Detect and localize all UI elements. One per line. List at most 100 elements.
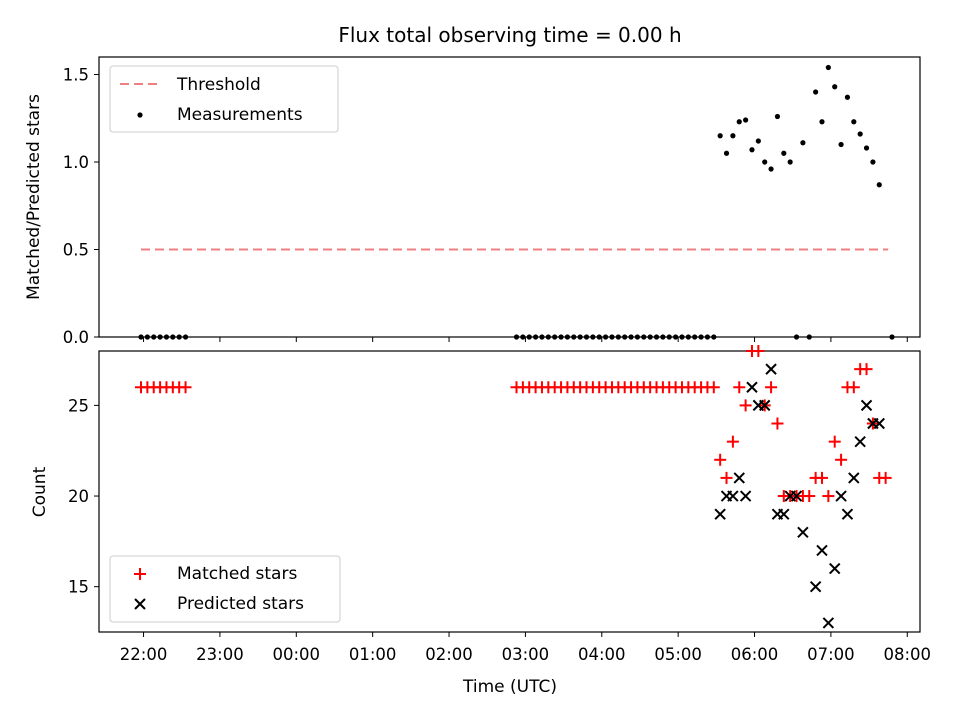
measurement-point [590, 334, 596, 340]
measurement-point [615, 334, 621, 340]
legend-threshold-label: Threshold [176, 75, 261, 95]
legend-measurements-label: Measurements [177, 105, 303, 125]
measurement-point [163, 334, 170, 340]
measurement-point [844, 94, 851, 100]
measurement-point [685, 334, 691, 340]
top-y-tick-label: 0.5 [63, 241, 89, 260]
predicted-star-point [829, 562, 841, 575]
predicted-star-point [778, 508, 790, 520]
measurement-point [755, 138, 761, 144]
matched-star-point [733, 381, 746, 394]
measurement-point [157, 334, 163, 340]
predicted-star-point [765, 363, 777, 375]
bottom-x-axis-label: Time (UTC) [462, 677, 557, 697]
matched-star-point [726, 435, 739, 448]
top-y-tick-label: 1.0 [63, 153, 89, 172]
matched-star-point [771, 417, 784, 430]
legend-matched-label: Matched stars [177, 564, 297, 584]
measurement-point [583, 334, 590, 340]
x-tick-label: 01:00 [349, 645, 397, 664]
figure-title: Flux total observing time = 0.00 h [338, 23, 681, 47]
top-y-tick-label: 0.0 [63, 328, 89, 347]
matched-star-point [765, 381, 778, 394]
measurement-point [825, 64, 831, 71]
x-tick-label: 00:00 [273, 645, 321, 664]
predicted-star-point [835, 490, 847, 502]
x-tick-label: 05:00 [654, 645, 702, 664]
bottom-panel: Count Time (UTC) 15 20 25 22:00 23:00 00:00 0… [30, 345, 931, 697]
measurement-point [813, 89, 819, 95]
measurement-point [736, 119, 742, 125]
measurement-point [666, 334, 672, 340]
top-x-ticks [143, 337, 908, 342]
measurement-point [863, 145, 870, 151]
predicted-star-point [727, 490, 739, 502]
measurement-point [749, 147, 755, 153]
predicted-star-point [759, 399, 771, 412]
top-panel: Matched/Predicted stars 0.0 0.5 1.0 1.5 Thr… [24, 56, 921, 347]
predicted-star-point [841, 508, 854, 520]
measurement-point [628, 334, 634, 340]
measurement-point [717, 133, 723, 139]
measurement-point [781, 150, 787, 156]
x-tick-label: 08:00 [883, 645, 931, 664]
x-tick-label: 23:00 [196, 645, 244, 664]
measurement-point [596, 334, 602, 340]
x-tick-label: 22:00 [120, 645, 168, 664]
measurement-point [182, 334, 189, 340]
predicted-star-point [873, 417, 885, 430]
predicted-star-point [848, 472, 860, 484]
measurement-point [838, 141, 844, 148]
bottom-plot-frame [98, 350, 921, 633]
top-y-axis-label: Matched/Predicted stars [24, 94, 44, 300]
matched-star-point [739, 399, 752, 412]
measurement-point [876, 182, 882, 188]
measurement-point [819, 119, 825, 125]
measurement-point [793, 334, 800, 340]
top-y-ticks: 0.0 0.5 1.0 1.5 [63, 66, 99, 347]
predicted-star-point [860, 399, 873, 412]
bottom-y-tick-label: 20 [68, 487, 89, 506]
measurement-point [532, 334, 539, 340]
measurement-point [176, 334, 182, 340]
legend-predicted-label: Predicted stars [177, 594, 304, 614]
bottom-y-ticks: 15 20 25 [68, 396, 99, 597]
measurement-point [603, 334, 609, 340]
measurement-point [889, 334, 895, 340]
legend-measurements-swatch [137, 112, 143, 118]
predicted-star-point [733, 472, 745, 484]
measurement-point [622, 334, 628, 340]
x-tick-label: 06:00 [731, 645, 779, 664]
measurement-point [768, 166, 774, 172]
matched-star-point [860, 363, 873, 376]
legend-predicted-swatch [134, 598, 146, 610]
matched-star-point [822, 490, 835, 503]
matched-star-point [714, 453, 727, 466]
predicted-star-point [797, 526, 809, 538]
bottom-legend-box [109, 555, 341, 623]
matched-star-point [707, 381, 720, 394]
measurement-point [144, 334, 150, 340]
measurement-point [577, 334, 583, 340]
measurement-point [832, 84, 838, 90]
measurement-point [704, 334, 711, 340]
measurement-point [730, 133, 736, 139]
matched-star-point [835, 453, 848, 466]
measurement-point [743, 117, 749, 123]
measurement-point [526, 334, 532, 340]
measurement-point [787, 159, 793, 165]
measurement-point [571, 334, 577, 340]
measurement-point [647, 334, 653, 340]
x-tick-label: 03:00 [502, 645, 550, 664]
matched-star-point [847, 381, 860, 394]
bottom-x-ticks: 22:00 23:00 00:00 01:00 02:00 03:00 04:00 05:00… [120, 632, 931, 664]
x-tick-label: 04:00 [578, 645, 626, 664]
predicted-star-point [816, 544, 828, 557]
measurement-point [806, 334, 812, 340]
measurement-point [711, 334, 717, 340]
measurement-point [545, 334, 551, 340]
bottom-legend: Matched stars Predicted stars [109, 555, 341, 623]
top-plot-frame [98, 56, 921, 338]
measurement-point [774, 113, 781, 120]
